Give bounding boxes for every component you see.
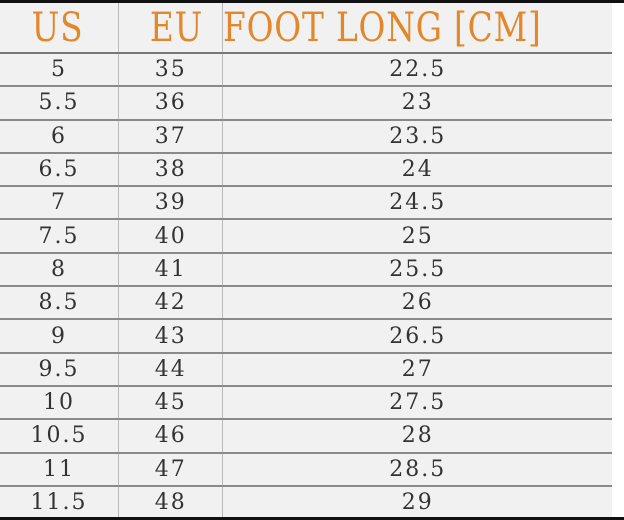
table-row: 7.5 40 25	[0, 219, 612, 254]
size-chart-table: US EU FOOT LONG [CM] 5 35 22.5 5.5 36 23 6 37 23…	[0, 3, 612, 519]
bottom-border	[0, 517, 624, 520]
cell-us: 5.5	[0, 86, 120, 121]
cell-foot-long: 25.5	[222, 252, 612, 288]
cell-foot-long: 28	[222, 419, 612, 454]
header-row: US EU FOOT LONG [CM]	[0, 3, 612, 54]
cell-us: 6.5	[0, 152, 120, 188]
cell-foot-long: 26.5	[222, 319, 612, 354]
table-row: 6.5 38 24	[0, 152, 612, 188]
cell-us: 11.5	[0, 485, 120, 519]
table-row: 11.5 48 29	[0, 485, 612, 519]
header-us: US	[0, 3, 120, 54]
top-border	[0, 0, 624, 3]
cell-foot-long: 27	[222, 352, 612, 387]
header-foot-long: FOOT LONG [CM]	[222, 3, 612, 54]
table-row: 5 35 22.5	[0, 53, 612, 88]
cell-eu: 47	[118, 452, 224, 487]
cell-eu: 45	[118, 385, 224, 421]
cell-eu: 48	[118, 485, 224, 519]
cell-eu: 41	[118, 252, 224, 288]
table-row: 8.5 42 26	[0, 286, 612, 321]
cell-us: 7	[0, 186, 120, 221]
header-eu-label: EU	[149, 4, 203, 51]
header-foot-long-label: FOOT LONG [CM]	[223, 4, 543, 51]
table-row: 11 47 28.5	[0, 452, 612, 487]
cell-us: 8	[0, 252, 120, 288]
table-row: 9 43 26.5	[0, 319, 612, 354]
cell-foot-long: 24	[222, 152, 612, 188]
table-row: 5.5 36 23	[0, 86, 612, 121]
cell-eu: 39	[118, 186, 224, 221]
table-row: 10.5 46 28	[0, 419, 612, 454]
cell-eu: 35	[118, 53, 224, 88]
cell-eu: 37	[118, 119, 224, 154]
cell-us: 11	[0, 452, 120, 487]
table-row: 10 45 27.5	[0, 385, 612, 421]
cell-us: 9.5	[0, 352, 120, 387]
cell-us: 10.5	[0, 419, 120, 454]
table-row: 8 41 25.5	[0, 252, 612, 288]
cell-us: 9	[0, 319, 120, 354]
cell-eu: 46	[118, 419, 224, 454]
cell-foot-long: 29	[401, 490, 434, 515]
cell-us: 5	[0, 53, 120, 88]
header-us-label: US	[31, 4, 84, 51]
cell-foot-long: 23	[222, 86, 612, 121]
table-row: 7 39 24.5	[0, 186, 612, 221]
cell-foot-long: 23.5	[222, 119, 612, 154]
cell-foot-long: 22.5	[222, 53, 612, 88]
table-row: 9.5 44 27	[0, 352, 612, 387]
cell-eu: 42	[118, 286, 224, 321]
cell-us: 7.5	[0, 219, 120, 254]
cell-us: 10	[0, 385, 120, 421]
cell-eu: 44	[118, 352, 224, 387]
table-row: 6 37 23.5	[0, 119, 612, 154]
cell-us: 6	[0, 119, 120, 154]
cell-eu: 38	[118, 152, 224, 188]
cell-eu: 43	[118, 319, 224, 354]
cell-foot-long: 28.5	[222, 452, 612, 487]
cell-foot-long: 26	[222, 286, 612, 321]
cell-eu: 40	[118, 219, 224, 254]
cell-us: 8.5	[0, 286, 120, 321]
cell-foot-long: 25	[222, 219, 612, 254]
header-eu: EU	[118, 3, 224, 54]
cell-eu: 36	[118, 86, 224, 121]
cell-foot-long: 27.5	[222, 385, 612, 421]
cell-foot-long: 24.5	[222, 186, 612, 221]
